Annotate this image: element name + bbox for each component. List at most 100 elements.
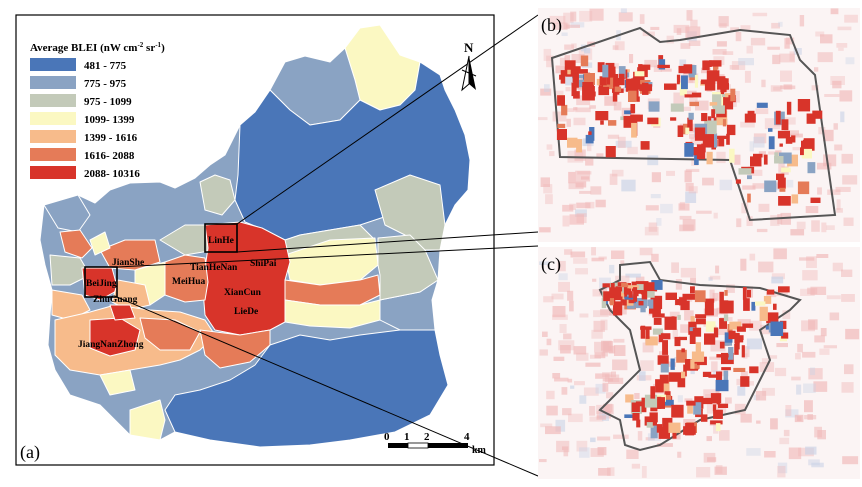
- building: [595, 111, 609, 121]
- building: [623, 116, 634, 128]
- background-building: [602, 382, 609, 392]
- background-building: [677, 395, 683, 403]
- background-building: [684, 310, 694, 321]
- building: [689, 147, 698, 156]
- background-building: [841, 294, 855, 302]
- building: [763, 154, 768, 165]
- background-building: [713, 424, 719, 434]
- building: [776, 173, 785, 180]
- building: [747, 289, 751, 298]
- building: [704, 80, 716, 91]
- background-building: [651, 253, 659, 262]
- building: [706, 70, 720, 82]
- place-meihua: MeiHua: [172, 277, 205, 287]
- legend-swatch: [30, 94, 76, 107]
- building: [648, 101, 660, 112]
- background-building: [551, 293, 564, 300]
- background-building: [714, 466, 727, 475]
- background-building: [749, 320, 762, 331]
- connector-b-top: [236, 14, 539, 225]
- background-building: [770, 418, 778, 430]
- building: [692, 327, 702, 337]
- building: [694, 150, 699, 165]
- building: [787, 154, 798, 167]
- background-building: [808, 368, 823, 380]
- background-building: [840, 111, 845, 123]
- place-tianhenan: TianHeNan: [190, 263, 238, 273]
- building: [582, 82, 594, 95]
- background-building: [716, 151, 726, 164]
- background-building: [647, 155, 659, 166]
- building: [608, 120, 617, 126]
- background-building: [618, 12, 633, 22]
- background-building: [619, 306, 627, 315]
- background-building: [726, 284, 735, 293]
- background-building: [650, 26, 660, 30]
- building: [774, 156, 784, 164]
- background-building: [597, 436, 611, 441]
- background-building: [565, 76, 575, 86]
- building: [596, 78, 602, 86]
- background-building: [579, 10, 593, 22]
- building: [615, 286, 628, 292]
- background-building: [570, 385, 575, 389]
- background-building: [579, 190, 592, 194]
- background-building: [596, 415, 606, 420]
- building: [759, 306, 768, 321]
- background-building: [814, 335, 825, 343]
- background-building: [571, 54, 585, 63]
- background-building: [719, 179, 733, 191]
- building: [723, 314, 729, 322]
- background-building: [543, 184, 553, 194]
- background-building: [837, 26, 852, 31]
- building: [605, 62, 615, 72]
- building: [668, 422, 681, 433]
- background-building: [660, 203, 673, 214]
- background-building: [817, 52, 833, 63]
- building: [599, 76, 607, 86]
- background-building: [742, 346, 750, 358]
- background-building: [600, 319, 608, 331]
- building: [670, 103, 684, 112]
- background-building: [679, 201, 686, 210]
- building: [742, 287, 747, 300]
- building: [689, 332, 696, 344]
- background-building: [542, 331, 548, 337]
- building: [634, 71, 645, 77]
- background-building: [797, 343, 803, 353]
- building: [715, 423, 721, 432]
- building: [684, 143, 694, 157]
- background-building: [696, 210, 712, 214]
- building: [751, 301, 756, 311]
- building: [779, 320, 787, 329]
- building: [647, 117, 659, 125]
- building: [557, 123, 566, 129]
- background-building: [715, 465, 723, 474]
- background-building: [732, 91, 740, 103]
- building: [701, 113, 708, 122]
- background-building: [746, 448, 761, 456]
- background-building: [818, 127, 826, 135]
- building: [690, 359, 695, 369]
- background-building: [579, 395, 587, 404]
- background-building: [645, 437, 655, 441]
- building: [781, 332, 789, 339]
- background-building: [576, 352, 589, 361]
- background-building: [576, 202, 591, 209]
- building: [685, 127, 690, 135]
- building: [800, 147, 804, 156]
- background-building: [558, 281, 570, 292]
- building: [786, 101, 792, 115]
- background-building: [750, 37, 766, 46]
- legend-label: 975 - 1099: [84, 96, 132, 108]
- legend-swatch: [30, 148, 76, 161]
- building: [683, 64, 693, 74]
- building: [716, 110, 728, 126]
- building: [589, 127, 595, 141]
- background-building: [603, 403, 613, 413]
- building: [639, 84, 653, 92]
- building: [602, 283, 615, 288]
- background-building: [838, 47, 844, 51]
- background-building: [579, 313, 589, 318]
- building: [612, 296, 623, 300]
